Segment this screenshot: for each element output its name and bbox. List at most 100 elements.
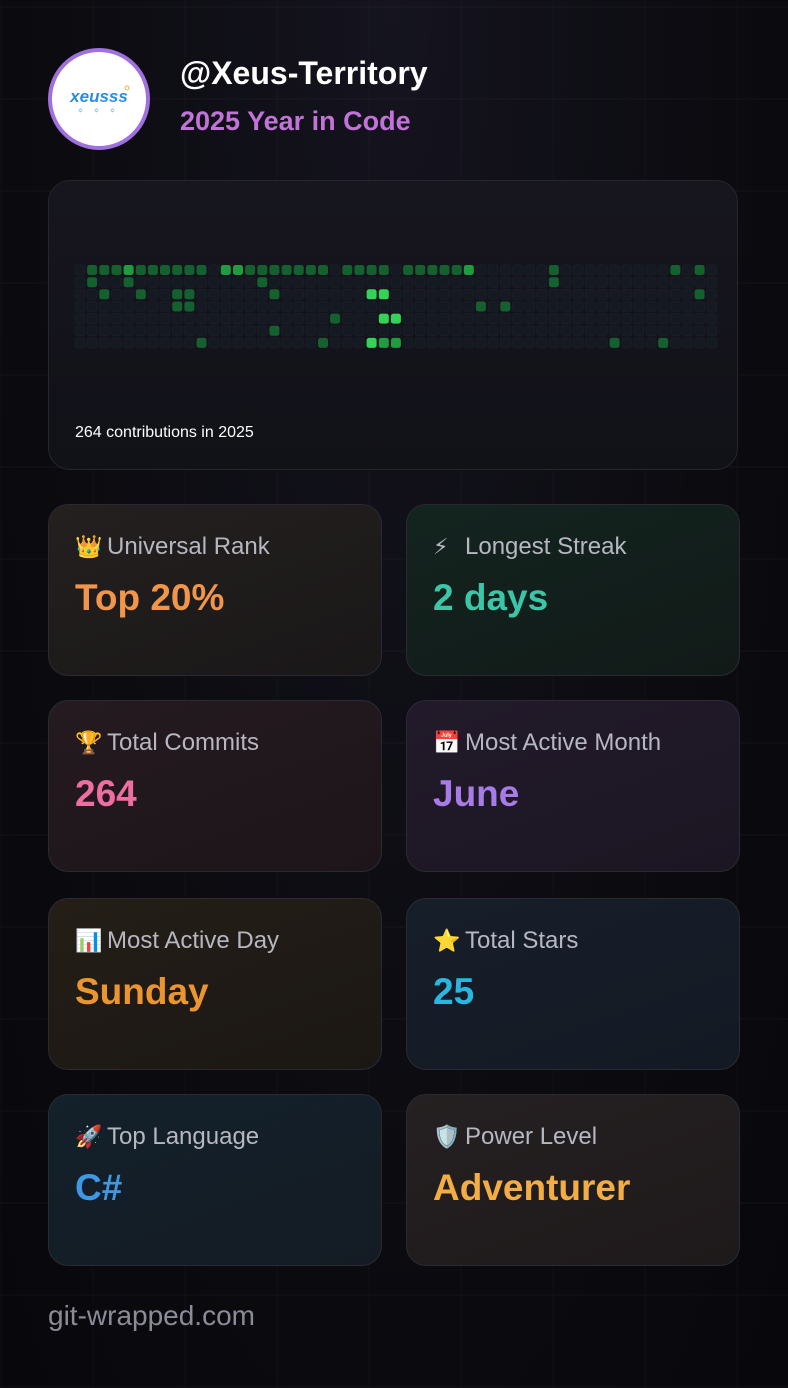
contribution-cell	[621, 276, 633, 288]
contribution-cell	[98, 337, 110, 349]
contribution-cell	[366, 265, 377, 275]
contribution-cell	[645, 337, 657, 349]
contribution-cell	[560, 325, 572, 337]
username: @Xeus-Territory	[180, 55, 428, 91]
contribution-cell	[220, 265, 231, 275]
contribution-cell	[184, 276, 195, 288]
contribution-cell	[220, 301, 232, 312]
contribution-cell	[160, 265, 170, 275]
contribution-graph	[74, 264, 718, 349]
contribution-cell	[487, 264, 499, 276]
contribution-cell	[147, 337, 159, 349]
contribution-cell	[609, 337, 620, 348]
contribution-cell	[220, 276, 232, 288]
contribution-cell	[633, 313, 645, 324]
contribution-cell	[524, 313, 535, 324]
calendar-icon: 📅	[433, 730, 461, 755]
contribution-cell	[584, 325, 596, 337]
contribution-cell	[341, 325, 353, 337]
contribution-cell	[584, 264, 596, 276]
contribution-cell	[402, 301, 414, 312]
contribution-cell	[512, 276, 523, 288]
contribution-cell	[98, 276, 110, 288]
contribution-cell	[670, 276, 681, 288]
contribution-cell	[548, 265, 559, 275]
contribution-cell	[670, 289, 681, 300]
stat-value: C#	[75, 1167, 123, 1208]
contribution-cell	[87, 277, 98, 288]
contribution-cell	[86, 325, 98, 337]
contribution-cell	[694, 337, 705, 349]
contribution-cell	[196, 301, 207, 312]
contribution-cell	[244, 337, 256, 349]
contribution-cell	[657, 325, 669, 337]
contribution-cell	[694, 289, 705, 300]
stat-value: Top 20%	[75, 577, 225, 618]
contribution-cell	[318, 265, 328, 275]
contribution-cell	[244, 313, 256, 324]
contribution-cell	[645, 289, 657, 300]
contribution-cell	[402, 337, 414, 349]
contribution-cell	[499, 313, 511, 324]
lightning-icon: ⚡	[433, 534, 449, 559]
contribution-cell	[172, 289, 183, 300]
contribution-cell	[135, 276, 147, 288]
contribution-cell	[597, 264, 608, 276]
contribution-cell	[111, 276, 122, 288]
contribution-cell	[111, 337, 122, 349]
avatar: xeusss ꙳ ꙳ ꙳	[48, 48, 150, 150]
contribution-cell	[560, 264, 572, 276]
contribution-cell	[706, 289, 718, 300]
stat-value: Adventurer	[433, 1167, 631, 1208]
contribution-cell	[597, 289, 608, 300]
footer-link[interactable]: git-wrapped.com	[48, 1300, 255, 1331]
stat-label: Most Active Month	[465, 729, 662, 756]
contribution-cell	[475, 289, 487, 300]
contribution-cell	[536, 313, 548, 324]
contribution-cell	[682, 313, 693, 324]
contribution-cell	[244, 301, 256, 312]
contribution-cell	[341, 276, 353, 288]
contribution-cell	[402, 289, 414, 300]
contribution-cell	[366, 301, 377, 312]
contribution-cell	[670, 301, 681, 312]
contribution-cell	[512, 337, 523, 349]
contribution-cell	[220, 325, 232, 337]
contribution-cell	[536, 301, 548, 312]
contribution-cell	[354, 337, 365, 349]
contribution-cell	[402, 325, 414, 337]
contribution-cell	[670, 325, 681, 337]
contribution-cell	[633, 289, 645, 300]
contribution-cell	[609, 301, 620, 312]
contribution-cell	[341, 301, 353, 312]
contribution-cell	[281, 337, 292, 349]
contribution-cell	[524, 276, 535, 288]
contribution-cell	[439, 289, 450, 300]
contribution-cell	[135, 301, 147, 312]
contribution-cell	[74, 264, 86, 276]
contribution-cell	[366, 313, 377, 324]
contribution-cell	[293, 301, 304, 312]
contribution-cell	[281, 289, 292, 300]
contribution-cell	[645, 325, 657, 337]
contribution-cell	[208, 325, 219, 337]
contribution-cell	[621, 264, 633, 276]
contribution-cell	[74, 313, 86, 324]
contribution-cell	[463, 325, 475, 337]
stat-label: Universal Rank	[107, 533, 270, 560]
contribution-cell	[609, 264, 620, 276]
contribution-cell	[475, 337, 487, 349]
contribution-cell	[657, 276, 669, 288]
contribution-cell	[451, 337, 463, 349]
contribution-cell	[330, 313, 341, 324]
bar-chart-icon: 📊	[75, 928, 103, 953]
stat-card-most-active-day: 📊 Most Active Day Sunday	[48, 898, 382, 1070]
contribution-cell	[159, 301, 171, 312]
contribution-cell	[512, 301, 523, 312]
contribution-cell	[463, 276, 475, 288]
contribution-cell	[244, 276, 256, 288]
shield-icon: 🛡️	[433, 1124, 461, 1149]
contribution-cell	[487, 313, 499, 324]
contribution-cell	[232, 301, 244, 312]
contribution-cell	[621, 337, 633, 349]
